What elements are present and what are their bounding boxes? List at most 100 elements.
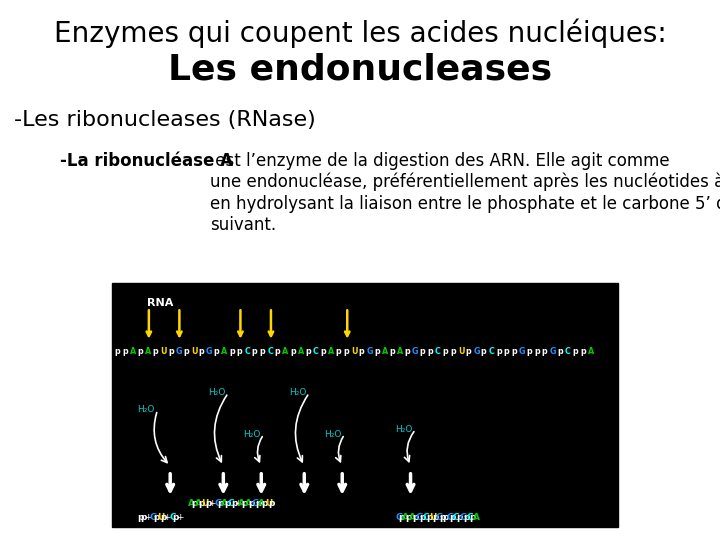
- Text: p: p: [580, 347, 585, 356]
- Text: p: p: [214, 347, 220, 356]
- Text: p: p: [405, 347, 410, 356]
- Text: G: G: [459, 513, 467, 522]
- Text: U: U: [202, 500, 209, 508]
- Text: A: A: [194, 500, 202, 508]
- Text: p: p: [290, 347, 296, 356]
- Text: C: C: [169, 513, 176, 522]
- Text: p: p: [259, 347, 265, 356]
- Text: G: G: [415, 513, 423, 522]
- Text: G: G: [176, 347, 182, 356]
- Text: U: U: [429, 513, 436, 522]
- Text: G: G: [150, 513, 157, 522]
- Text: G: G: [395, 513, 402, 522]
- Text: RNA: RNA: [148, 298, 174, 308]
- Text: p: p: [160, 513, 166, 522]
- Text: p: p: [199, 347, 204, 356]
- Text: p: p: [229, 347, 235, 356]
- Text: A: A: [473, 513, 480, 522]
- Text: p: p: [173, 513, 179, 522]
- Text: p: p: [138, 347, 143, 356]
- Text: p: p: [419, 513, 426, 522]
- Text: C: C: [564, 347, 570, 356]
- Text: -Les ribonucleases (RNase): -Les ribonucleases (RNase): [14, 110, 316, 130]
- Text: +: +: [176, 513, 184, 522]
- Text: U: U: [161, 347, 167, 356]
- Text: A: A: [145, 347, 151, 356]
- Text: p: p: [439, 513, 446, 522]
- Text: p: p: [390, 347, 395, 356]
- Text: C: C: [244, 347, 250, 356]
- Text: p: p: [399, 513, 405, 522]
- Text: p: p: [237, 347, 243, 356]
- Text: U: U: [157, 513, 164, 522]
- Text: H₂O: H₂O: [395, 425, 413, 434]
- Text: p: p: [420, 347, 426, 356]
- Text: p: p: [248, 500, 254, 508]
- Text: p: p: [204, 500, 211, 508]
- Text: p: p: [138, 513, 144, 522]
- Text: p: p: [231, 500, 238, 508]
- Text: A: A: [245, 500, 252, 508]
- Text: p: p: [572, 347, 578, 356]
- Text: A: A: [297, 347, 304, 356]
- Text: H₂O: H₂O: [289, 388, 307, 397]
- Text: p: p: [469, 513, 476, 522]
- Text: +: +: [208, 500, 216, 508]
- Text: p: p: [183, 347, 189, 356]
- Text: p: p: [168, 347, 174, 356]
- Text: U: U: [265, 500, 272, 508]
- Text: A: A: [328, 347, 334, 356]
- Text: p: p: [466, 347, 472, 356]
- Text: +: +: [234, 500, 242, 508]
- Text: p: p: [320, 347, 326, 356]
- Text: H₂O: H₂O: [138, 406, 155, 414]
- Text: A: A: [409, 513, 416, 522]
- Text: A: A: [282, 347, 289, 356]
- Text: p: p: [511, 347, 517, 356]
- Text: G: G: [214, 500, 222, 508]
- Text: A: A: [258, 500, 265, 508]
- Text: p: p: [433, 513, 439, 522]
- Text: U: U: [191, 347, 197, 356]
- Text: p: p: [153, 513, 160, 522]
- Text: p: p: [305, 347, 311, 356]
- Text: H₂O: H₂O: [243, 430, 261, 439]
- Text: U: U: [351, 347, 358, 356]
- Text: A: A: [402, 513, 409, 522]
- Text: p: p: [217, 500, 224, 508]
- Text: C: C: [267, 347, 273, 356]
- Text: C: C: [488, 347, 495, 356]
- Text: p: p: [224, 500, 230, 508]
- Text: G: G: [436, 513, 444, 522]
- Text: p: p: [413, 513, 418, 522]
- Text: G: G: [473, 347, 480, 356]
- Text: A: A: [130, 347, 136, 356]
- Text: C: C: [453, 513, 459, 522]
- Text: p: p: [261, 500, 268, 508]
- Text: p: p: [275, 347, 281, 356]
- Text: A: A: [238, 500, 245, 508]
- Text: H₂O: H₂O: [208, 388, 225, 397]
- Text: G: G: [251, 500, 258, 508]
- Text: G: G: [549, 347, 556, 356]
- Text: G: G: [519, 347, 526, 356]
- Text: p: p: [114, 347, 120, 356]
- Text: A: A: [188, 500, 195, 508]
- Text: A: A: [382, 347, 388, 356]
- Text: p: p: [426, 513, 432, 522]
- Text: p: p: [336, 347, 341, 356]
- Text: p: p: [443, 347, 449, 356]
- Text: p: p: [557, 347, 563, 356]
- Text: p: p: [192, 500, 198, 508]
- Text: p: p: [534, 347, 540, 356]
- Text: p: p: [241, 500, 248, 508]
- Text: p: p: [481, 347, 487, 356]
- Text: H₂O: H₂O: [325, 430, 342, 439]
- Text: A: A: [221, 347, 228, 356]
- Text: Les endonucleases: Les endonucleases: [168, 52, 552, 86]
- Text: p: p: [526, 347, 532, 356]
- Text: p: p: [450, 347, 456, 356]
- Text: p: p: [153, 347, 158, 356]
- Text: p: p: [443, 513, 449, 522]
- Text: G: G: [412, 347, 418, 356]
